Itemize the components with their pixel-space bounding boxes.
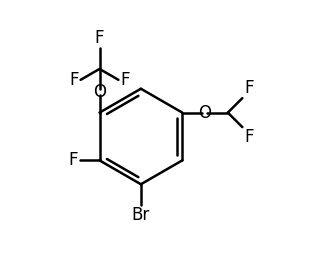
Text: O: O bbox=[93, 83, 106, 101]
Text: F: F bbox=[244, 128, 253, 146]
Text: Br: Br bbox=[132, 206, 150, 224]
Text: F: F bbox=[120, 71, 130, 89]
Text: O: O bbox=[198, 104, 211, 121]
Text: F: F bbox=[95, 29, 104, 47]
Text: F: F bbox=[69, 152, 78, 169]
Text: F: F bbox=[244, 79, 253, 97]
Text: F: F bbox=[69, 71, 79, 89]
